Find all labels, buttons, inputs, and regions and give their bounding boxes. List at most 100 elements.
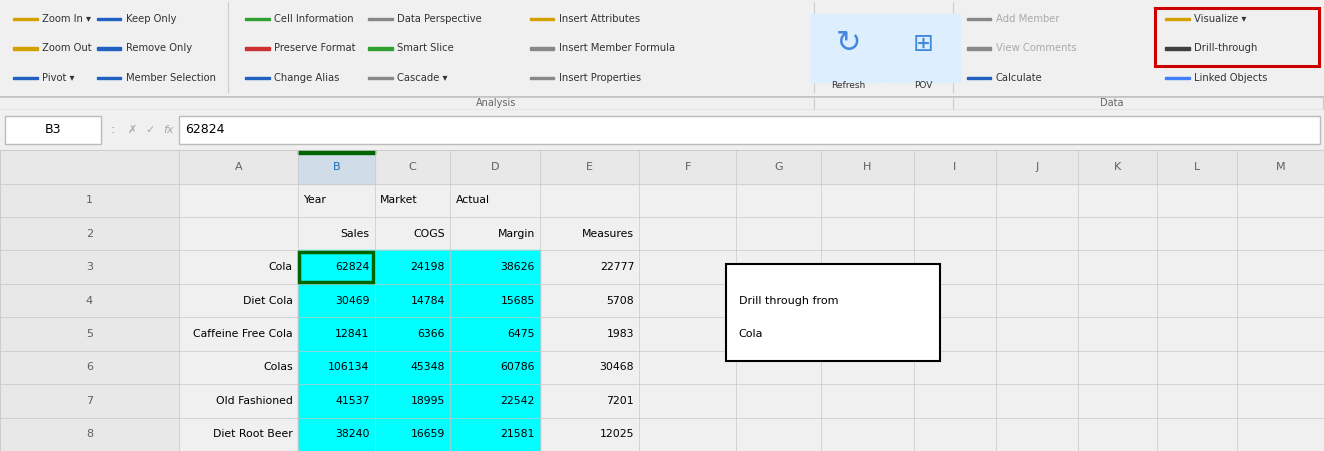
Bar [298,351,375,384]
FancyBboxPatch shape [810,14,887,83]
Bar [375,418,450,451]
Text: 62824: 62824 [335,262,369,272]
Bar [13,77,38,78]
Text: 6475: 6475 [507,329,535,339]
Text: Analysis: Analysis [477,98,516,108]
Text: 8: 8 [86,429,93,439]
Text: 41537: 41537 [335,396,369,406]
Text: 60786: 60786 [500,363,535,373]
Text: 5: 5 [86,329,93,339]
Text: :: : [110,124,115,136]
Text: B3: B3 [45,124,61,136]
Bar [368,47,393,50]
Text: Pivot ▾: Pivot ▾ [42,73,75,83]
Text: 30468: 30468 [600,363,634,373]
FancyBboxPatch shape [179,116,1320,144]
Bar [97,47,122,50]
Text: Colas: Colas [263,363,293,373]
Bar [967,18,992,20]
FancyBboxPatch shape [5,116,101,144]
Bar [13,18,38,20]
FancyBboxPatch shape [726,264,940,361]
Text: A: A [234,162,242,172]
Text: Data Perspective: Data Perspective [397,14,482,24]
Text: COGS: COGS [413,229,445,239]
Bar [967,47,992,50]
Text: Insert Attributes: Insert Attributes [559,14,639,24]
Text: 7201: 7201 [606,396,634,406]
Text: 22777: 22777 [600,262,634,272]
Text: Market: Market [380,195,417,205]
Text: Drill-through: Drill-through [1194,43,1258,54]
Text: L: L [1194,162,1200,172]
Text: 7: 7 [86,396,93,406]
Text: fx: fx [163,125,173,135]
Text: H: H [863,162,871,172]
Text: C: C [409,162,416,172]
Text: J: J [1035,162,1038,172]
Text: Preserve Format: Preserve Format [274,43,356,54]
Text: 21581: 21581 [500,429,535,439]
Bar [530,18,555,20]
Text: 3: 3 [86,262,93,272]
Text: ⊞: ⊞ [912,32,933,55]
Text: Zoom In ▾: Zoom In ▾ [42,14,91,24]
Bar [368,18,393,20]
Bar [0,217,179,250]
Bar [1165,77,1190,78]
Text: Smart Slice: Smart Slice [397,43,454,54]
Text: 38240: 38240 [335,429,369,439]
Text: 18995: 18995 [410,396,445,406]
Text: 24198: 24198 [410,262,445,272]
Text: Add Member: Add Member [996,14,1059,24]
Text: Calculate: Calculate [996,73,1042,83]
Text: F: F [685,162,691,172]
Bar [450,318,540,351]
Bar [245,47,270,50]
Text: POV: POV [914,81,932,90]
Bar [375,351,450,384]
Text: Drill through from: Drill through from [739,295,838,306]
Text: ✗: ✗ [127,125,138,135]
Text: Member Selection: Member Selection [126,73,216,83]
Text: 1983: 1983 [606,329,634,339]
Text: 62824: 62824 [185,124,225,136]
Text: Cell Information: Cell Information [274,14,354,24]
Text: Cascade ▾: Cascade ▾ [397,73,448,83]
Bar [0,318,179,351]
Bar [298,150,375,184]
Text: Year: Year [303,195,326,205]
Text: Data: Data [1100,98,1124,108]
Text: Zoom Out: Zoom Out [42,43,91,54]
Bar [0,384,179,418]
Bar [298,418,375,451]
Bar [375,384,450,418]
Text: Cola: Cola [739,329,764,339]
Text: 6366: 6366 [417,329,445,339]
Text: E: E [587,162,593,172]
Bar [368,77,393,78]
Bar [0,184,179,217]
Text: ✓: ✓ [144,125,155,135]
Bar [1165,47,1190,50]
Bar [0,284,179,318]
Bar [450,418,540,451]
Text: Diet Cola: Diet Cola [242,295,293,306]
FancyBboxPatch shape [884,14,961,83]
Text: 45348: 45348 [410,363,445,373]
Bar [298,250,375,284]
Text: M: M [1275,162,1286,172]
Text: Caffeine Free Cola: Caffeine Free Cola [193,329,293,339]
Bar [450,384,540,418]
Bar [450,284,540,318]
Bar [450,351,540,384]
Text: Insert Member Formula: Insert Member Formula [559,43,675,54]
Bar [375,250,450,284]
Text: View Comments: View Comments [996,43,1076,54]
Text: 106134: 106134 [328,363,369,373]
Bar [245,77,270,78]
Bar [298,284,375,318]
Text: Refresh: Refresh [831,81,866,90]
Text: Remove Only: Remove Only [126,43,192,54]
Text: 15685: 15685 [500,295,535,306]
